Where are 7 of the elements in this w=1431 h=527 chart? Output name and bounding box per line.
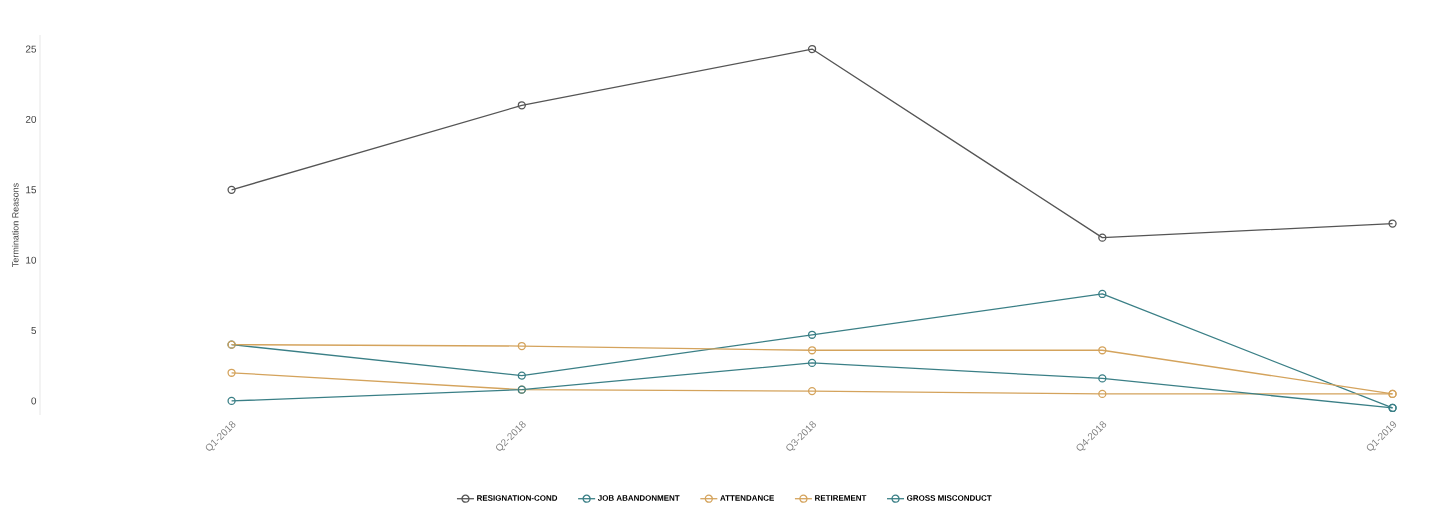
y-tick-label: 20 xyxy=(25,115,37,123)
y-tick-label: 0 xyxy=(31,397,37,405)
y-tick-label: 15 xyxy=(26,186,37,194)
y-tick-label: 10 xyxy=(26,256,37,264)
y-axis-title: Termination Reasons xyxy=(11,183,19,267)
y-tick-label: 5 xyxy=(31,327,37,335)
y-tick-label: 25 xyxy=(25,45,37,53)
